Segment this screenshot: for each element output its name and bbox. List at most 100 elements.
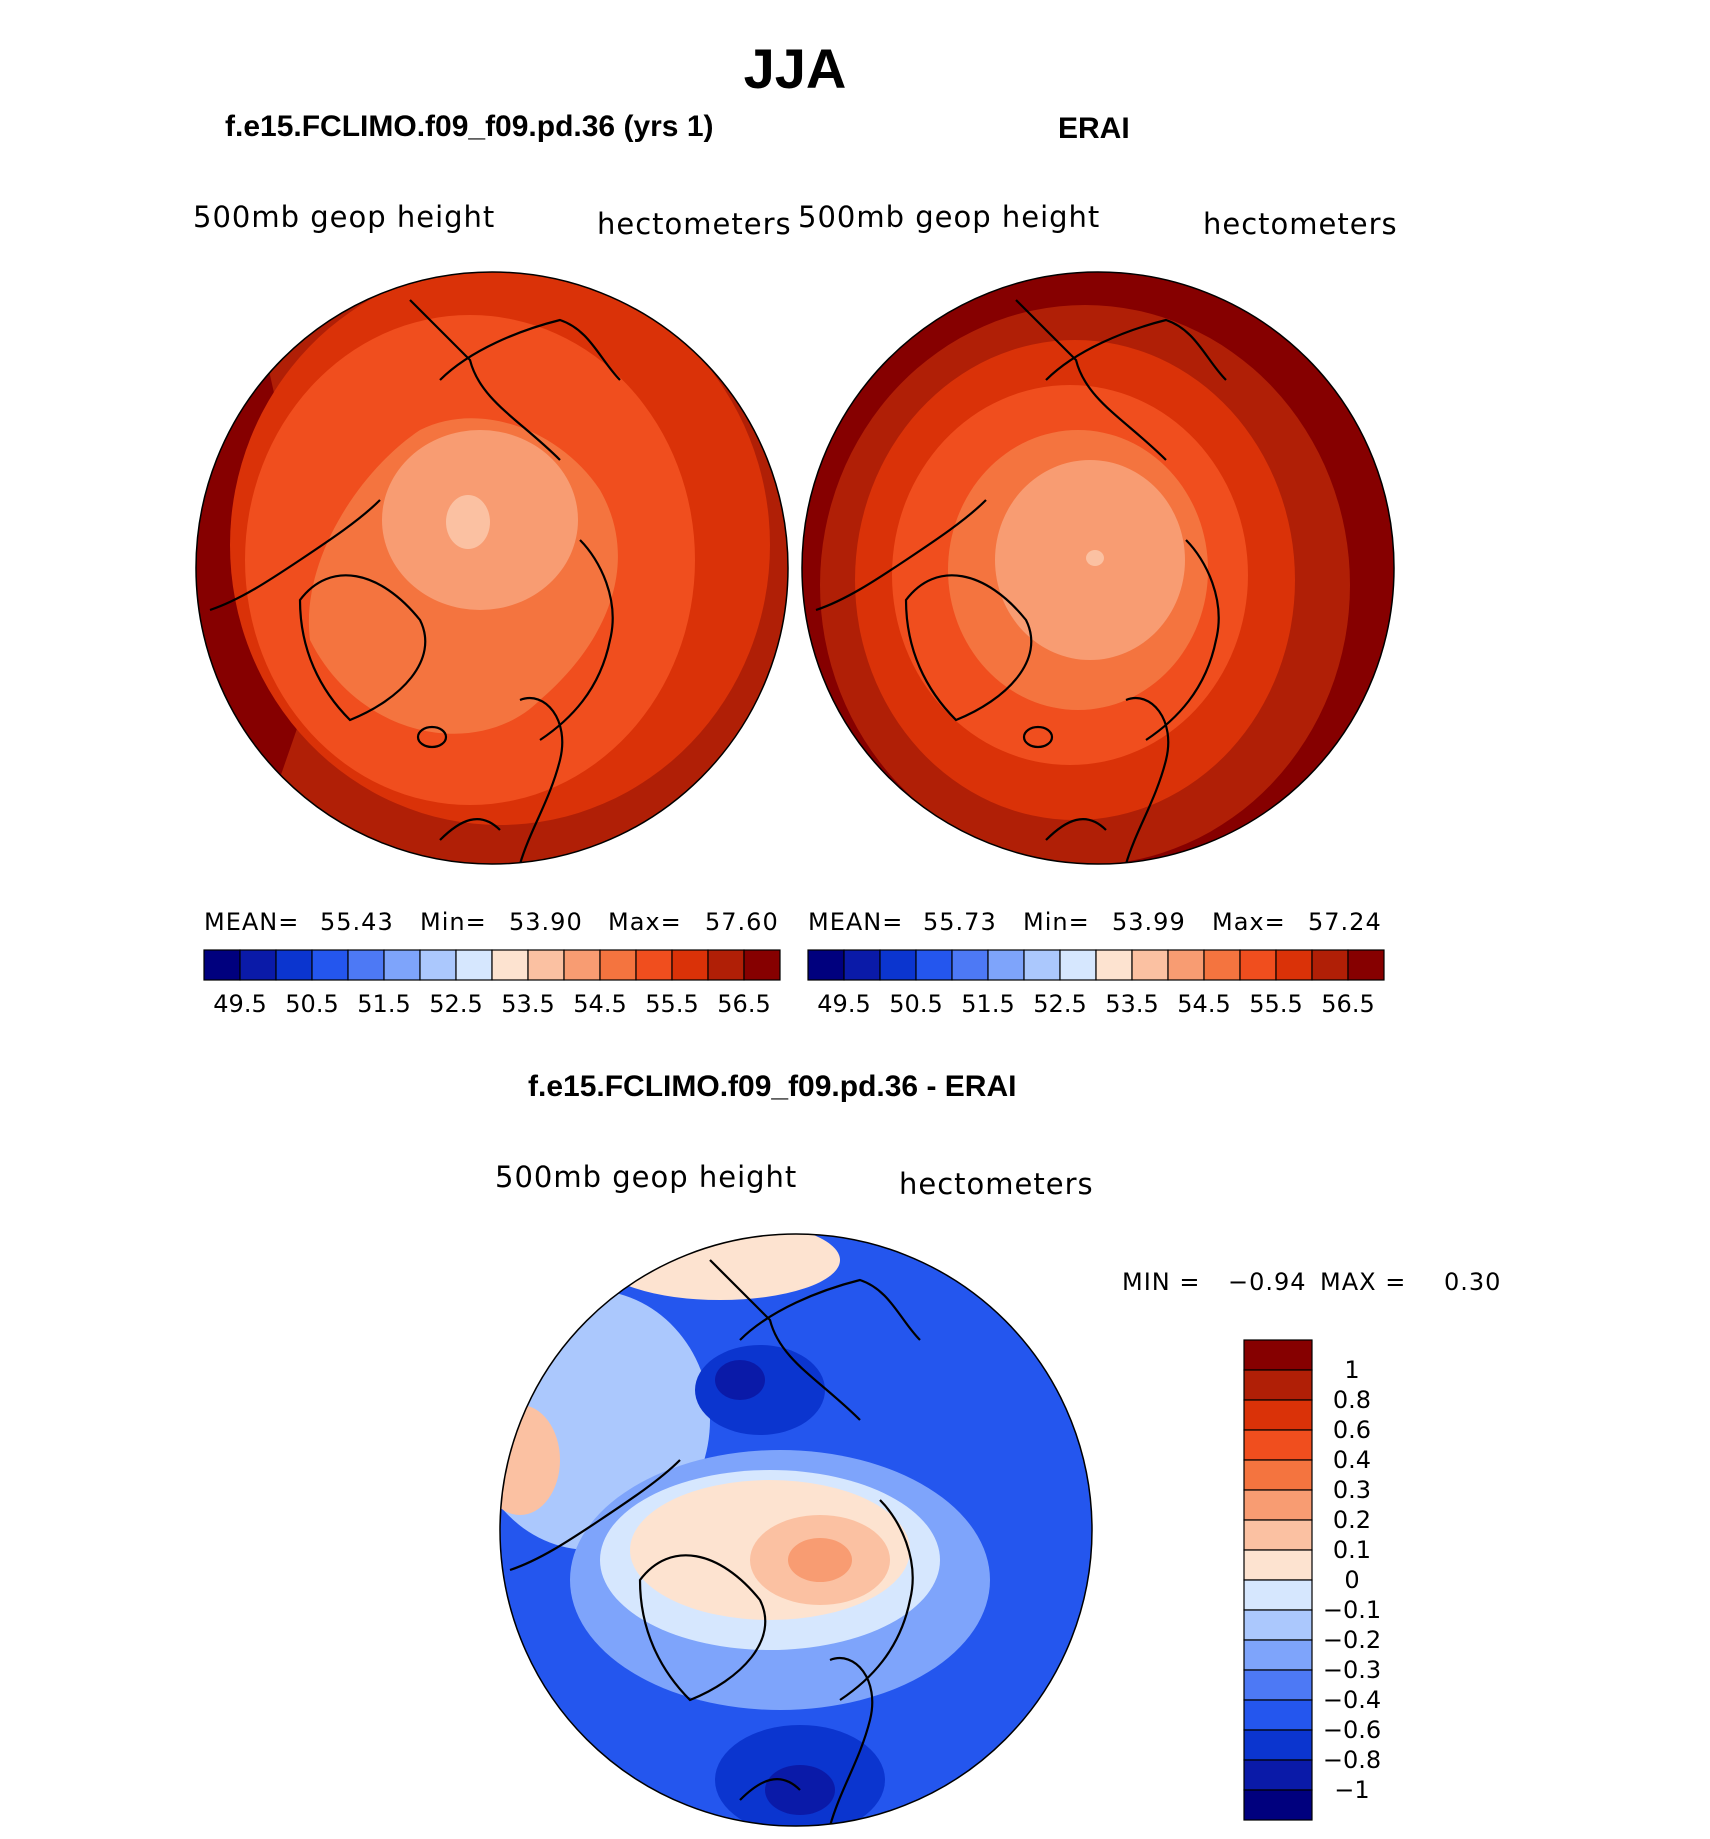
colorbar-tick-label: 0.8 [1333, 1386, 1371, 1414]
panel-1-max-label: Max= [608, 908, 682, 936]
map-2-border [801, 271, 1395, 865]
colorbar-3: 10.80.60.40.30.20.10−0.1−0.2−0.3−0.4−0.6… [1243, 1339, 1381, 1821]
colorbar-swatch [671, 949, 709, 981]
colorbar-swatch [563, 949, 601, 981]
colorbar-swatch [1243, 1549, 1313, 1581]
colorbar-tick-label: 50.5 [285, 990, 338, 1018]
colorbar-swatch [1243, 1669, 1313, 1701]
colorbar-tick-label: 0.3 [1333, 1476, 1371, 1504]
colorbar-tick-label: 0 [1344, 1566, 1359, 1594]
colorbar-tick-label: 55.5 [645, 990, 698, 1018]
colorbar-tick-label: 56.5 [1321, 990, 1374, 1018]
colorbar-tick-label: −0.4 [1323, 1686, 1381, 1714]
map-1-border [195, 271, 789, 865]
colorbar-tick-label: 49.5 [817, 990, 870, 1018]
map-3-coastlines [509, 1259, 921, 1826]
colorbar-tick-label: 52.5 [1033, 990, 1086, 1018]
colorbar-swatch [1311, 949, 1349, 981]
colorbar-swatch [1243, 1369, 1313, 1401]
diff-max-label: MAX = [1320, 1268, 1407, 1296]
colorbar-tick-label: 1 [1344, 1356, 1359, 1384]
panel-2-min-value: 53.99 [1112, 908, 1186, 936]
panel-2-title: ERAI [1058, 112, 1130, 145]
colorbar-swatch [915, 949, 953, 981]
colorbar-tick-label: 49.5 [213, 990, 266, 1018]
colorbar-swatch [491, 949, 529, 981]
diff-min-label: MIN = [1122, 1268, 1201, 1296]
colorbar-tick-label: −0.8 [1323, 1746, 1381, 1774]
colorbar-tick-label: 54.5 [1177, 990, 1230, 1018]
map-3-border [499, 1233, 1093, 1827]
colorbar-swatch [1243, 1699, 1313, 1731]
diff-max-value: 0.30 [1444, 1268, 1502, 1296]
colorbar-swatch [1023, 949, 1061, 981]
map-3-warm-max [788, 1538, 852, 1582]
colorbar-1: 49.5 50.5 51.5 52.5 53.5 54.5 55.5 56.5 [203, 949, 781, 1018]
colorbar-tick-label: −0.1 [1323, 1596, 1381, 1624]
colorbar-swatch [1243, 1759, 1313, 1791]
panel-1-variable-label: 500mb geop height [193, 200, 496, 234]
colorbar-swatch [1243, 1639, 1313, 1671]
map-2-coastlines [815, 299, 1227, 864]
colorbar-swatch [1243, 1459, 1313, 1491]
colorbar-swatch [1243, 1789, 1313, 1821]
colorbar-swatch [1131, 949, 1169, 981]
panel-2-min-label: Min= [1023, 908, 1090, 936]
colorbar-swatch [527, 949, 565, 981]
panel-1-min-label: Min= [420, 908, 487, 936]
diff-min-value: −0.94 [1228, 1268, 1307, 1296]
panel-2-units-label: hectometers [1203, 207, 1398, 241]
panel-2-max-label: Max= [1212, 908, 1286, 936]
panel-1-mean-value: 55.43 [320, 908, 394, 936]
colorbar-swatch [879, 949, 917, 981]
colorbar-tick-label: −0.2 [1323, 1626, 1381, 1654]
colorbar-swatch [1243, 1729, 1313, 1761]
panel-1-mean-label: MEAN= [204, 908, 300, 936]
colorbar-tick-label: 50.5 [889, 990, 942, 1018]
panel-2-variable-label: 500mb geop height [798, 200, 1101, 234]
colorbar-swatch [635, 949, 673, 981]
colorbar-tick-label: 56.5 [717, 990, 770, 1018]
colorbar-tick-label: 55.5 [1249, 990, 1302, 1018]
diff-panel-variable-label: 500mb geop height [495, 1160, 798, 1194]
colorbar-swatch [239, 949, 277, 981]
colorbar-swatch [1243, 1339, 1313, 1371]
colorbar-tick-label: 0.4 [1333, 1446, 1371, 1474]
colorbar-swatch [1059, 949, 1097, 981]
colorbar-tick-label: −1 [1334, 1776, 1369, 1804]
map-panel-2 [802, 272, 1394, 864]
colorbar-swatch [1203, 949, 1241, 981]
colorbar-tick-label: 53.5 [501, 990, 554, 1018]
colorbar-swatch [1347, 949, 1385, 981]
panel-1-min-value: 53.90 [509, 908, 583, 936]
colorbar-swatch [951, 949, 989, 981]
panel-1-max-value: 57.60 [705, 908, 779, 936]
colorbar-tick-label: 53.5 [1105, 990, 1158, 1018]
figure-title: JJA [743, 37, 847, 100]
colorbar-swatch [1243, 1609, 1313, 1641]
map-2-band-535 [1086, 550, 1104, 566]
colorbar-swatch [1243, 1399, 1313, 1431]
colorbar-swatch [807, 949, 845, 981]
colorbar-swatch [455, 949, 493, 981]
map-1-coastlines [209, 299, 621, 864]
colorbar-tick-label: −0.6 [1323, 1716, 1381, 1744]
colorbar-swatch [743, 949, 781, 981]
colorbar-tick-label: 51.5 [961, 990, 1014, 1018]
colorbar-tick-label: 51.5 [357, 990, 410, 1018]
panel-2-mean-label: MEAN= [808, 908, 904, 936]
diff-panel-title: f.e15.FCLIMO.f09_f09.pd.36 - ERAI [528, 1070, 1017, 1103]
colorbar-tick-label: 0.6 [1333, 1416, 1371, 1444]
colorbar-swatch [383, 949, 421, 981]
colorbar-tick-label: 52.5 [429, 990, 482, 1018]
map-1-band-54 [446, 495, 490, 549]
colorbar-swatch [203, 949, 241, 981]
colorbar-swatch [419, 949, 457, 981]
colorbar-tick-label: 54.5 [573, 990, 626, 1018]
panel-2-mean-value: 55.73 [923, 908, 997, 936]
panel-1-title: f.e15.FCLIMO.f09_f09.pd.36 (yrs 1) [225, 110, 714, 143]
diff-panel-units-label: hectometers [899, 1167, 1094, 1201]
colorbar-swatch [707, 949, 745, 981]
colorbar-swatch [1275, 949, 1313, 981]
